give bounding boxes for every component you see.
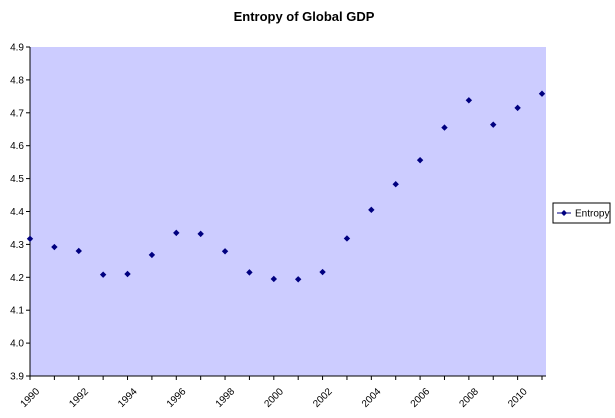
x-tick-label: 1998 (214, 386, 238, 410)
x-tick-label: 2006 (409, 386, 433, 410)
x-tick-label: 1990 (19, 386, 43, 410)
chart-title: Entropy of Global GDP (234, 9, 375, 24)
data-point (343, 235, 351, 242)
y-tick-label: 3.9 (10, 372, 24, 383)
data-point (148, 251, 156, 259)
y-tick-label: 4.9 (10, 43, 24, 54)
data-point (392, 180, 399, 188)
data-point (26, 235, 34, 243)
series-entropy (26, 90, 546, 283)
data-point (368, 206, 375, 214)
x-tick-label: 2000 (262, 386, 286, 410)
y-tick-label: 4.0 (10, 339, 24, 350)
plot-area (30, 47, 546, 376)
data-point (416, 156, 424, 164)
y-tick-label: 4.4 (10, 207, 24, 218)
data-point (99, 271, 107, 278)
data-point (294, 276, 302, 283)
legend-label: Entropy (575, 209, 609, 220)
y-tick-label: 4.7 (10, 108, 24, 119)
legend-box (552, 202, 611, 224)
data-point (538, 90, 546, 97)
x-tick-label: 2008 (457, 386, 481, 410)
y-tick-label: 4.6 (10, 141, 24, 152)
y-tick-label: 4.5 (10, 174, 24, 185)
data-point (221, 248, 229, 255)
data-point (319, 268, 326, 276)
data-point (197, 230, 204, 238)
data-point (270, 275, 278, 283)
y-tick-label: 4.8 (10, 75, 24, 86)
data-point (465, 97, 473, 104)
x-tick-label: 2010 (506, 386, 530, 410)
x-tick-label: 1996 (165, 386, 189, 410)
legend-marker (561, 210, 567, 216)
data-point (441, 124, 448, 131)
x-tick-label: 1992 (67, 386, 91, 410)
x-tick-label: 1994 (116, 386, 140, 410)
data-point (173, 229, 180, 237)
data-point (124, 270, 131, 278)
y-tick-label: 4.1 (10, 306, 24, 317)
x-tick-label: 2002 (311, 386, 335, 410)
data-point (490, 121, 497, 128)
data-point (51, 243, 58, 251)
data-point (514, 104, 521, 112)
y-axis: 3.9 4.0 4.1 4.2 4.3 4.4 4.5 4.6 4.7 4.8 4.9 (10, 43, 31, 383)
x-tick-label: 2004 (360, 386, 384, 410)
data-point (75, 247, 82, 255)
legend: Entropy (552, 202, 611, 224)
x-axis: 1990 1992 1994 1996 1998 2000 2002 2004 2006 2008… (19, 375, 546, 410)
y-tick-label: 4.3 (10, 240, 24, 251)
data-point (246, 269, 253, 276)
y-tick-label: 4.2 (10, 273, 24, 284)
